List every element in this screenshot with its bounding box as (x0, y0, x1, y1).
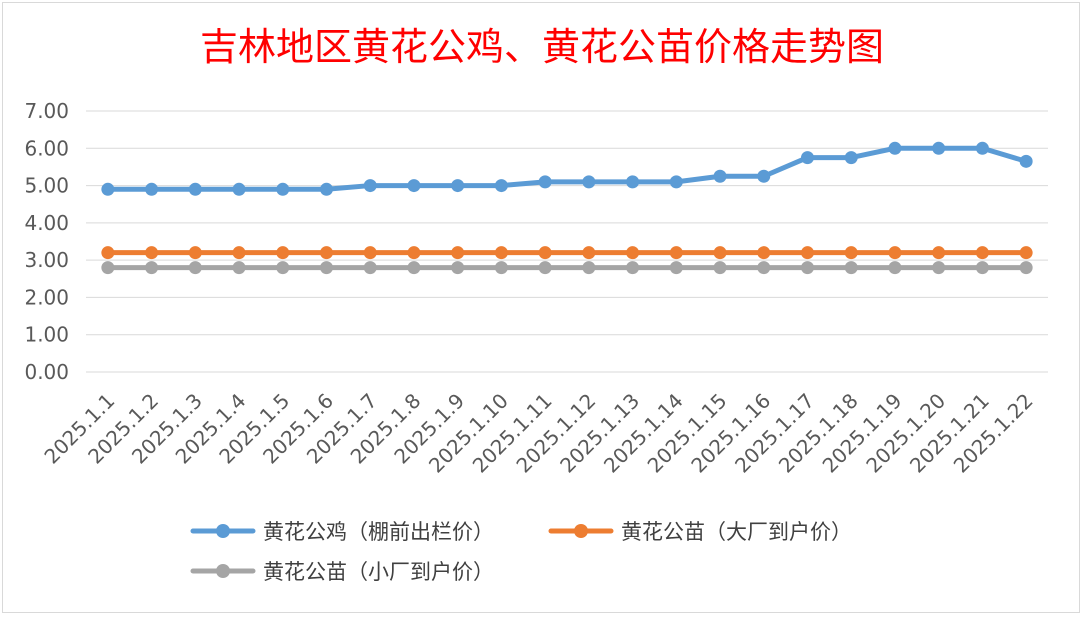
legend-label: 黄花公鸡（棚前出栏价） (263, 520, 494, 544)
data-point (757, 261, 771, 275)
data-point (363, 261, 377, 275)
y-tick-label: 4.00 (24, 211, 69, 235)
data-point (538, 246, 552, 260)
data-point (582, 261, 596, 275)
data-point (407, 246, 421, 260)
data-point (932, 141, 946, 155)
data-point (669, 246, 683, 260)
data-point (232, 182, 246, 196)
y-tick-label: 7.00 (24, 99, 69, 123)
chart-title: 吉林地区黄花公鸡、黄花公苗价格走势图 (200, 25, 884, 69)
data-point (101, 246, 115, 260)
data-point (101, 261, 115, 275)
data-point (888, 261, 902, 275)
data-point (888, 246, 902, 260)
data-point (932, 246, 946, 260)
data-point (713, 246, 727, 260)
legend-marker (216, 564, 230, 578)
data-point (669, 261, 683, 275)
data-point (757, 246, 771, 260)
data-point (320, 246, 333, 260)
data-point (320, 261, 333, 275)
data-point (232, 261, 246, 275)
y-tick-label: 1.00 (24, 323, 69, 347)
data-point (538, 175, 552, 189)
data-point (451, 246, 465, 260)
legend: 黄花公鸡（棚前出栏价） 黄花公苗（大厂到户价） 黄花公苗（小厂到户价） (190, 520, 852, 584)
data-point (101, 182, 115, 196)
y-tick-label: 2.00 (24, 285, 69, 309)
series-line (105, 145, 1029, 192)
data-point (188, 246, 202, 260)
data-point (407, 179, 421, 193)
legend-item: 黄花公苗（小厂到户价） (190, 560, 494, 584)
data-point (276, 261, 290, 275)
x-axis: 2025.1.12025.1.22025.1.32025.1.42025.1.5… (39, 389, 1037, 478)
data-point (844, 246, 858, 260)
data-point (801, 261, 814, 275)
y-tick-label: 3.00 (24, 248, 69, 272)
data-point (145, 182, 159, 196)
y-tick-label: 6.00 (24, 136, 69, 160)
legend-marker (574, 524, 588, 538)
legend-label: 黄花公苗（小厂到户价） (263, 560, 494, 584)
data-point (975, 261, 989, 275)
legend-item: 黄花公鸡（棚前出栏价） (190, 520, 494, 544)
y-axis: 0.00 1.00 2.00 3.00 4.00 5.00 6.00 7.00 (24, 99, 69, 384)
data-point (494, 261, 508, 275)
data-point (713, 169, 727, 183)
data-point (188, 261, 202, 275)
data-point (626, 261, 640, 275)
data-point (626, 175, 640, 189)
data-point (975, 141, 989, 155)
data-point (669, 175, 683, 189)
data-point (801, 151, 814, 165)
data-point (145, 246, 159, 260)
series (101, 141, 1033, 196)
data-point (363, 179, 377, 193)
data-point (494, 246, 508, 260)
data-point (320, 182, 333, 196)
data-point (451, 179, 465, 193)
series (101, 246, 1033, 260)
series (101, 261, 1033, 275)
legend-item: 黄花公苗（大厂到户价） (548, 520, 852, 544)
data-point (582, 246, 596, 260)
data-point (407, 261, 421, 275)
data-point (888, 141, 902, 155)
legend-marker (216, 524, 230, 538)
data-point (145, 261, 159, 275)
data-point (1019, 261, 1033, 275)
y-tick-label: 0.00 (24, 360, 69, 384)
data-point (363, 246, 377, 260)
data-point (276, 182, 290, 196)
data-point (975, 246, 989, 260)
series-lines (101, 141, 1033, 275)
data-point (276, 246, 290, 260)
data-point (451, 261, 465, 275)
data-point (582, 175, 596, 189)
data-point (538, 261, 552, 275)
data-point (932, 261, 946, 275)
data-point (626, 246, 640, 260)
data-point (713, 261, 727, 275)
data-point (757, 169, 771, 183)
data-point (801, 246, 814, 260)
data-point (844, 261, 858, 275)
data-point (844, 151, 858, 165)
data-point (188, 182, 202, 196)
data-point (494, 179, 508, 193)
y-tick-label: 5.00 (24, 174, 69, 198)
legend-label: 黄花公苗（大厂到户价） (621, 520, 852, 544)
data-point (1019, 246, 1033, 260)
data-point (1019, 154, 1033, 168)
data-point (232, 246, 246, 260)
